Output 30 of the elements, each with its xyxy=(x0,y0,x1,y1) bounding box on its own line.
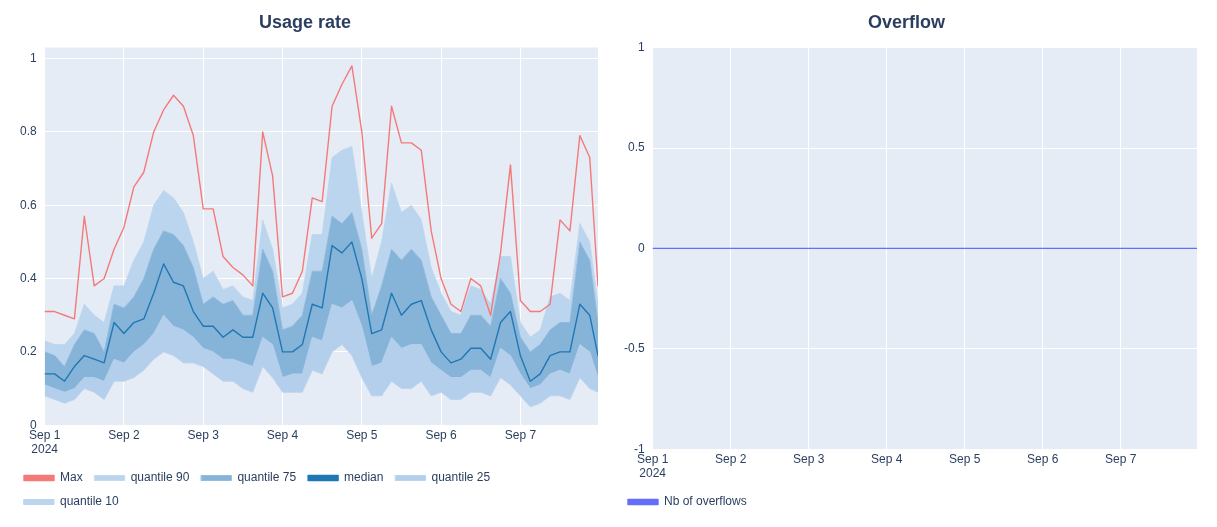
legend-label: quantile 25 xyxy=(431,470,491,485)
y-tick-label: 0.4 xyxy=(19,270,37,285)
x-tick-label: Sep 2 xyxy=(714,451,747,466)
chart-title: Usage rate xyxy=(258,11,352,32)
y-tick-label: 1 xyxy=(637,39,645,54)
x-tick-label: Sep 4 xyxy=(870,451,903,466)
y-tick-label: 0.2 xyxy=(19,344,37,359)
y-tick-label: 0.8 xyxy=(19,124,37,139)
chart-title: Overflow xyxy=(867,11,946,32)
legend-label: median xyxy=(344,470,384,485)
y-tick-label: 1 xyxy=(29,50,37,65)
legend-label: quantile 75 xyxy=(237,470,297,485)
y-tick-label: 0.6 xyxy=(19,197,37,212)
x-tick-label: Sep 5 xyxy=(346,427,378,442)
x-tick-label: Sep 2 xyxy=(108,427,140,442)
y-tick-label: 0.5 xyxy=(627,140,645,155)
x-tick-label: Sep 3 xyxy=(187,427,220,442)
x-tick-label: Sep 3 xyxy=(792,451,825,466)
x-tick-label: Sep 7 xyxy=(1104,451,1137,466)
x-tick-label: Sep 5 xyxy=(948,451,981,466)
legend-label: Nb of overflows xyxy=(664,494,747,509)
legend-label: quantile 10 xyxy=(60,494,120,509)
x-tick-label: Sep 6 xyxy=(1026,451,1059,466)
x-tick-label: Sep 4 xyxy=(266,427,299,442)
legend-label: quantile 90 xyxy=(130,470,190,485)
y-tick-label: 0 xyxy=(637,240,645,255)
x-tick-label: Sep 7 xyxy=(504,427,537,442)
x-tick-label: Sep 6 xyxy=(425,427,458,442)
legend-label: Max xyxy=(60,470,83,485)
y-tick-label: -0.5 xyxy=(623,341,645,356)
